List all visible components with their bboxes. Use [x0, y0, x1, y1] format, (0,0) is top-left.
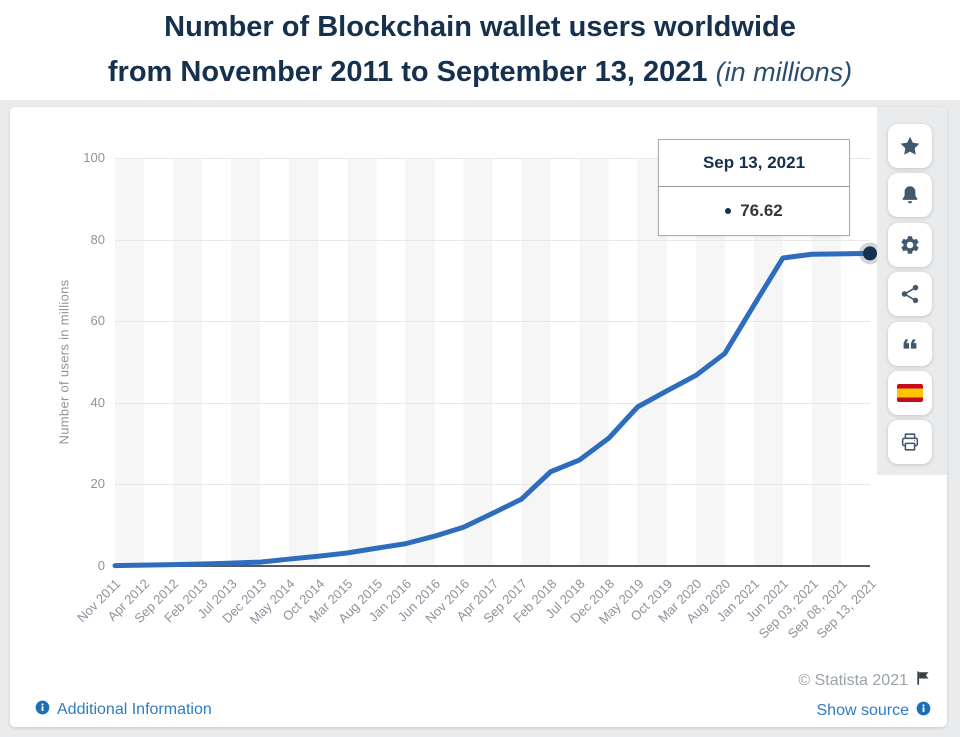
gridline: [115, 239, 870, 241]
page-title-line1: Number of Blockchain wallet users worldw…: [164, 11, 796, 43]
last-point-marker[interactable]: [863, 246, 877, 261]
copyright-text: © Statista 2021: [798, 671, 908, 689]
x-axis-baseline: [115, 565, 870, 567]
chart-header: Number of Blockchain wallet users worldw…: [0, 0, 960, 100]
y-axis-tick-label: 0: [97, 558, 105, 573]
statista-flag-icon: [915, 670, 931, 691]
chart-card: Number of users in millions 0 20 40 60 80 100…: [10, 107, 947, 727]
y-axis-tick-label: 20: [90, 476, 105, 492]
favorite-button[interactable]: [888, 124, 932, 168]
printer-icon: [899, 431, 921, 453]
y-axis-tick-label: 80: [90, 231, 105, 247]
info-icon: [35, 700, 50, 720]
settings-button[interactable]: [888, 223, 932, 267]
tooltip-date: Sep 13, 2021: [659, 140, 849, 187]
additional-information-label: Additional Information: [57, 701, 212, 718]
y-axis-title: Number of users in millions: [56, 279, 72, 445]
data-series-line[interactable]: [112, 250, 873, 569]
quote-icon: [899, 333, 921, 355]
page-title-units: (in millions): [715, 57, 853, 87]
spain-flag-icon: [897, 384, 923, 402]
gear-icon: [899, 234, 921, 256]
tooltip-series-dot: [725, 208, 732, 214]
cite-button[interactable]: [888, 322, 932, 366]
show-source-label: Show source: [816, 702, 910, 719]
share-button[interactable]: [888, 272, 932, 316]
gridline: [115, 158, 870, 159]
info-icon: [916, 701, 931, 721]
show-source-link[interactable]: Show source: [817, 701, 932, 721]
star-icon: [899, 135, 921, 157]
gridline: [115, 484, 870, 486]
page-title: Number of Blockchain wallet users worldw…: [108, 5, 852, 95]
gridline: [115, 402, 870, 404]
y-axis-tick-label: 40: [90, 394, 105, 410]
tooltip-value: 76.62: [740, 201, 783, 220]
line-chart[interactable]: [112, 158, 881, 569]
additional-information-link[interactable]: Additional Information: [35, 700, 212, 720]
language-spanish-button[interactable]: [888, 371, 932, 415]
notifications-button[interactable]: [888, 173, 932, 217]
share-icon: [899, 283, 921, 305]
bell-icon: [899, 184, 921, 206]
y-axis-tick-label: 100: [83, 150, 105, 165]
copyright-note: © Statista 2021: [798, 670, 931, 691]
chart-tooltip: Sep 13, 2021 76.62: [658, 139, 850, 236]
gridline: [115, 321, 870, 323]
y-axis-tick-label: 60: [90, 313, 105, 329]
page-title-line2: from November 2011 to September 13, 2021: [107, 56, 708, 88]
print-button[interactable]: [888, 420, 932, 464]
